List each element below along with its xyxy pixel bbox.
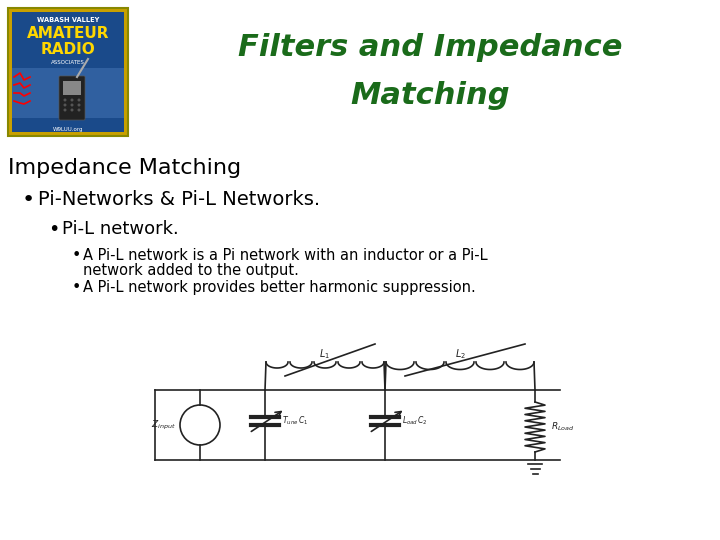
Text: •: • bbox=[72, 280, 81, 295]
Text: A Pi-L network is a Pi network with an inductor or a Pi-L: A Pi-L network is a Pi network with an i… bbox=[83, 248, 487, 263]
Text: $L_1$: $L_1$ bbox=[320, 347, 330, 361]
Text: RADIO: RADIO bbox=[40, 43, 95, 57]
Circle shape bbox=[78, 109, 81, 111]
Circle shape bbox=[78, 98, 81, 102]
Text: •: • bbox=[22, 190, 35, 210]
Bar bbox=[12, 12, 124, 132]
Text: •: • bbox=[72, 248, 81, 263]
Text: Impedance Matching: Impedance Matching bbox=[8, 158, 241, 178]
FancyBboxPatch shape bbox=[59, 76, 85, 120]
Text: WABASH VALLEY: WABASH VALLEY bbox=[37, 17, 99, 23]
Circle shape bbox=[78, 104, 81, 106]
Text: $T_{une}\,C_1$: $T_{une}\,C_1$ bbox=[282, 415, 308, 427]
Text: $R_{Load}$: $R_{Load}$ bbox=[551, 421, 575, 433]
Text: A Pi-L network provides better harmonic suppression.: A Pi-L network provides better harmonic … bbox=[83, 280, 476, 295]
Text: ASSOCIATES: ASSOCIATES bbox=[51, 59, 85, 64]
Circle shape bbox=[71, 104, 73, 106]
Text: network added to the output.: network added to the output. bbox=[83, 263, 299, 278]
Circle shape bbox=[71, 109, 73, 111]
Circle shape bbox=[63, 98, 66, 102]
Text: Filters and Impedance: Filters and Impedance bbox=[238, 33, 622, 63]
Text: $Z_{input}$: $Z_{input}$ bbox=[151, 418, 176, 431]
Circle shape bbox=[71, 98, 73, 102]
Text: $L_{oad}\,C_2$: $L_{oad}\,C_2$ bbox=[402, 415, 428, 427]
Circle shape bbox=[63, 109, 66, 111]
Circle shape bbox=[63, 104, 66, 106]
Text: Matching: Matching bbox=[350, 80, 510, 110]
Bar bbox=[63, 81, 81, 95]
Text: W9LUU.org: W9LUU.org bbox=[53, 127, 84, 132]
Text: Pi-Networks & Pi-L Networks.: Pi-Networks & Pi-L Networks. bbox=[38, 190, 320, 209]
Bar bbox=[8, 8, 128, 136]
Text: AMATEUR: AMATEUR bbox=[27, 26, 109, 42]
Text: •: • bbox=[48, 220, 59, 239]
Bar bbox=[12, 68, 124, 118]
Text: $L_2$: $L_2$ bbox=[454, 347, 466, 361]
Text: Pi-L network.: Pi-L network. bbox=[62, 220, 179, 238]
